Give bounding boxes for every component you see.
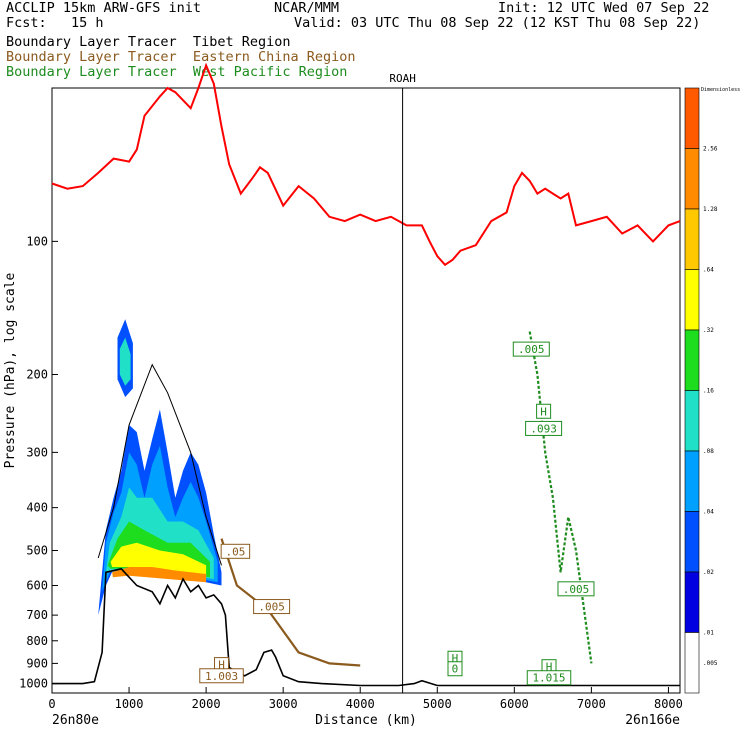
x-axis-label: Distance (km) xyxy=(315,713,417,728)
colorbar-level-0: 2.56 xyxy=(703,146,718,153)
contour-label-box-1 xyxy=(253,599,291,615)
contour-label-11: 1.015 xyxy=(532,672,565,685)
y-tick-label-8: 900 xyxy=(26,656,48,670)
colorbar-swatch-3 xyxy=(684,269,700,331)
legend-tibet: Boundary Layer Tracer Tibet Region xyxy=(6,34,291,50)
legend-pacific: Boundary Layer Tracer West Pacific Regio… xyxy=(6,64,348,80)
colorbar-level-8: .01 xyxy=(703,630,714,637)
contour-label-0: .05 xyxy=(225,545,245,558)
y-tick-label-3: 400 xyxy=(26,501,48,515)
colorbar-level-1: 1.28 xyxy=(703,206,718,213)
y-tick-label-5: 600 xyxy=(26,579,48,593)
contour-label-box-8 xyxy=(447,661,463,677)
x-tick-label-8: 8000 xyxy=(654,697,683,711)
contour-label-box-4 xyxy=(512,341,550,357)
colorbar-level-3: .32 xyxy=(703,327,714,334)
x-tick-label-1: 1000 xyxy=(115,697,144,711)
forecast-hour: Fcst: 15 h xyxy=(6,15,104,31)
colorbar-level-2: .64 xyxy=(703,267,714,274)
contour-label-box-3 xyxy=(199,668,244,684)
colorbar-swatch-2 xyxy=(684,208,700,270)
x-tick-label-2: 2000 xyxy=(192,697,221,711)
x-tick-label-5: 5000 xyxy=(423,697,452,711)
contour-label-box-6 xyxy=(525,420,563,436)
contour-label-4: .005 xyxy=(518,343,545,356)
contour-label-5: H xyxy=(540,405,547,418)
colorbar-swatch-5 xyxy=(684,390,700,452)
contour-label-10: H xyxy=(546,661,553,674)
y-tick-label-2: 300 xyxy=(26,445,48,459)
contour-label-7: H xyxy=(452,652,459,665)
tropopause-line xyxy=(51,62,681,267)
end-location-label: 26n166e xyxy=(625,713,680,728)
colorbar-swatch-0 xyxy=(684,87,700,149)
colorbar-level-4: .16 xyxy=(703,388,714,395)
colorbar-level-7: .02 xyxy=(703,569,714,576)
contour-label-box-5 xyxy=(536,403,552,419)
contour-label-box-11 xyxy=(526,670,572,686)
valid-time: Valid: 03 UTC Thu 08 Sep 22 (12 KST Thu … xyxy=(294,15,701,31)
start-location-label: 26n80e xyxy=(52,713,99,728)
x-tick-label-0: 0 xyxy=(48,697,55,711)
terrain-line xyxy=(52,567,680,687)
y-tick-label-9: 1000 xyxy=(19,677,48,691)
series-line-2 xyxy=(528,331,593,664)
x-tick-label-4: 4000 xyxy=(346,697,375,711)
colorbar-swatch-6 xyxy=(684,450,700,512)
colorbar-swatch-1 xyxy=(684,148,700,210)
tibet-plume-layer-7 xyxy=(119,337,131,386)
legend-china: Boundary Layer Tracer Eastern China Regi… xyxy=(6,49,356,65)
y-tick-label-0: 100 xyxy=(26,234,48,248)
colorbar-swatch-4 xyxy=(684,329,700,391)
contour-label-box-9 xyxy=(557,581,595,597)
y-tick-label-4: 500 xyxy=(26,543,48,557)
series-line-0 xyxy=(97,363,222,566)
series-line-1 xyxy=(220,538,361,667)
colorbar-swatch-7 xyxy=(684,511,700,573)
plot-frame xyxy=(51,87,681,694)
contour-label-box-0 xyxy=(220,543,251,559)
contour-label-3: 1.003 xyxy=(205,670,238,683)
colorbar-swatch-9 xyxy=(684,632,700,694)
x-tick-label-3: 3000 xyxy=(269,697,298,711)
model-title: ACCLIP 15km ARW-GFS init xyxy=(6,0,202,16)
y-tick-label-6: 700 xyxy=(26,608,48,622)
contour-label-9: .005 xyxy=(563,583,590,596)
colorbar-level-9: .005 xyxy=(703,660,718,667)
contour-label-2: H xyxy=(218,659,225,672)
contour-label-6: .093 xyxy=(530,422,557,435)
contour-label-8: 0 xyxy=(452,663,459,676)
colorbar-level-6: .04 xyxy=(703,509,714,516)
y-tick-label-7: 800 xyxy=(26,634,48,648)
x-tick-label-7: 7000 xyxy=(577,697,606,711)
y-axis-label: Pressure (hPa), log scale xyxy=(3,272,18,468)
y-tick-label-1: 200 xyxy=(26,368,48,382)
station-marker-label: ROAH xyxy=(389,72,416,85)
colorbar-title: Dimensionless xyxy=(701,87,740,93)
colorbar-level-5: .08 xyxy=(703,448,714,455)
init-time: Init: 12 UTC Wed 07 Sep 22 xyxy=(498,0,710,16)
org-label: NCAR/MMM xyxy=(274,0,340,16)
colorbar-swatch-8 xyxy=(684,571,700,633)
x-tick-label-6: 6000 xyxy=(500,697,529,711)
contour-label-1: .005 xyxy=(258,601,285,614)
